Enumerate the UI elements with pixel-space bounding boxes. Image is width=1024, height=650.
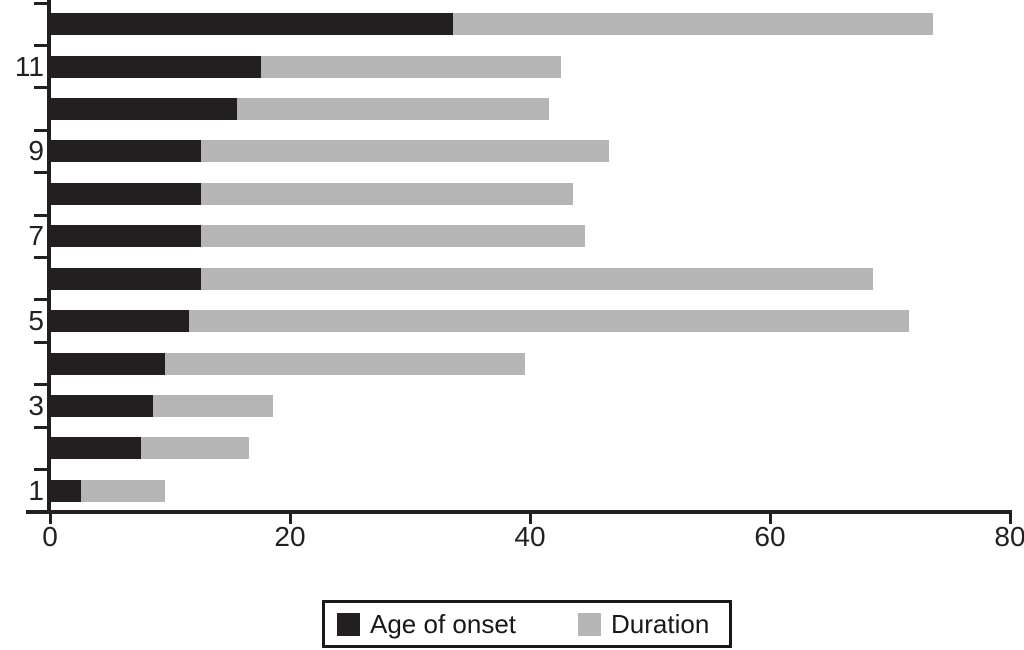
y-axis-tick [34, 468, 48, 472]
y-axis-tick [34, 340, 48, 344]
duration-segment [189, 310, 909, 333]
bar-row [51, 55, 561, 78]
age-of-onset-segment [51, 225, 201, 248]
duration-segment [261, 55, 561, 78]
age-of-onset-segment [51, 98, 237, 121]
age-of-onset-segment [51, 437, 141, 460]
bar-row [51, 98, 549, 121]
y-axis-tick [34, 510, 48, 514]
y-axis-tick [34, 171, 48, 175]
x-tick-label: 80 [994, 521, 1024, 552]
age-of-onset-segment [51, 352, 165, 375]
y-axis-tick [34, 383, 48, 387]
bar-row [51, 310, 909, 333]
x-axis-tick [48, 514, 52, 524]
age-of-onset-segment [51, 479, 81, 502]
y-axis-tick [34, 128, 48, 132]
age-of-onset-segment [51, 140, 201, 163]
y-tick-label: 9 [28, 135, 44, 167]
x-tick-label: 20 [274, 521, 306, 552]
duration-segment [201, 140, 609, 163]
age-of-onset-segment [51, 394, 153, 417]
age-of-onset-segment [51, 13, 453, 36]
x-axis-tick [1008, 514, 1012, 524]
legend: Age of onset Duration [322, 600, 732, 648]
y-axis-tick [34, 43, 48, 47]
bar-row [51, 352, 525, 375]
y-tick-label: 5 [28, 305, 44, 337]
duration-segment [141, 437, 249, 460]
duration-segment [453, 13, 933, 36]
y-axis [47, 0, 51, 514]
age-of-onset-segment [51, 310, 189, 333]
duration-segment [201, 267, 873, 290]
y-tick-label: 1 [28, 474, 44, 506]
duration-segment [165, 352, 525, 375]
duration-swatch-icon [578, 612, 601, 636]
duration-segment [237, 98, 549, 121]
x-axis [26, 510, 1012, 514]
duration-segment [81, 479, 165, 502]
age-of-onset-segment [51, 55, 261, 78]
y-axis-tick [34, 256, 48, 259]
legend-label-age-of-onset: Age of onset [370, 608, 516, 639]
x-axis-tick [528, 514, 532, 524]
bar-row [51, 394, 273, 417]
bar-row [51, 437, 249, 460]
age-of-onset-segment [51, 267, 201, 290]
duration-segment [153, 394, 273, 417]
y-axis-tick [34, 1, 48, 5]
x-tick-label: 0 [42, 521, 58, 552]
bar-row [51, 225, 585, 248]
bar-row [51, 140, 609, 163]
y-axis-tick [34, 86, 48, 90]
y-tick-label: 11 [14, 50, 44, 82]
bar-row [51, 182, 573, 205]
y-tick-label: 3 [28, 389, 44, 421]
x-axis-tick [288, 514, 292, 524]
bar-row [51, 479, 165, 502]
bar-row [51, 13, 933, 36]
y-axis-tick [34, 425, 48, 429]
duration-segment [201, 182, 573, 205]
legend-label-duration: Duration [611, 608, 710, 639]
x-axis-tick [768, 514, 772, 524]
age-of-onset-segment [51, 182, 201, 205]
y-tick-label: 7 [28, 220, 44, 252]
x-tick-label: 40 [514, 521, 546, 552]
y-axis-tick [34, 213, 48, 217]
age-of-onset-swatch-icon [337, 612, 360, 636]
duration-segment [201, 225, 585, 248]
bar-row [51, 267, 873, 290]
x-tick-label: 60 [754, 521, 786, 552]
y-axis-tick [34, 298, 48, 302]
